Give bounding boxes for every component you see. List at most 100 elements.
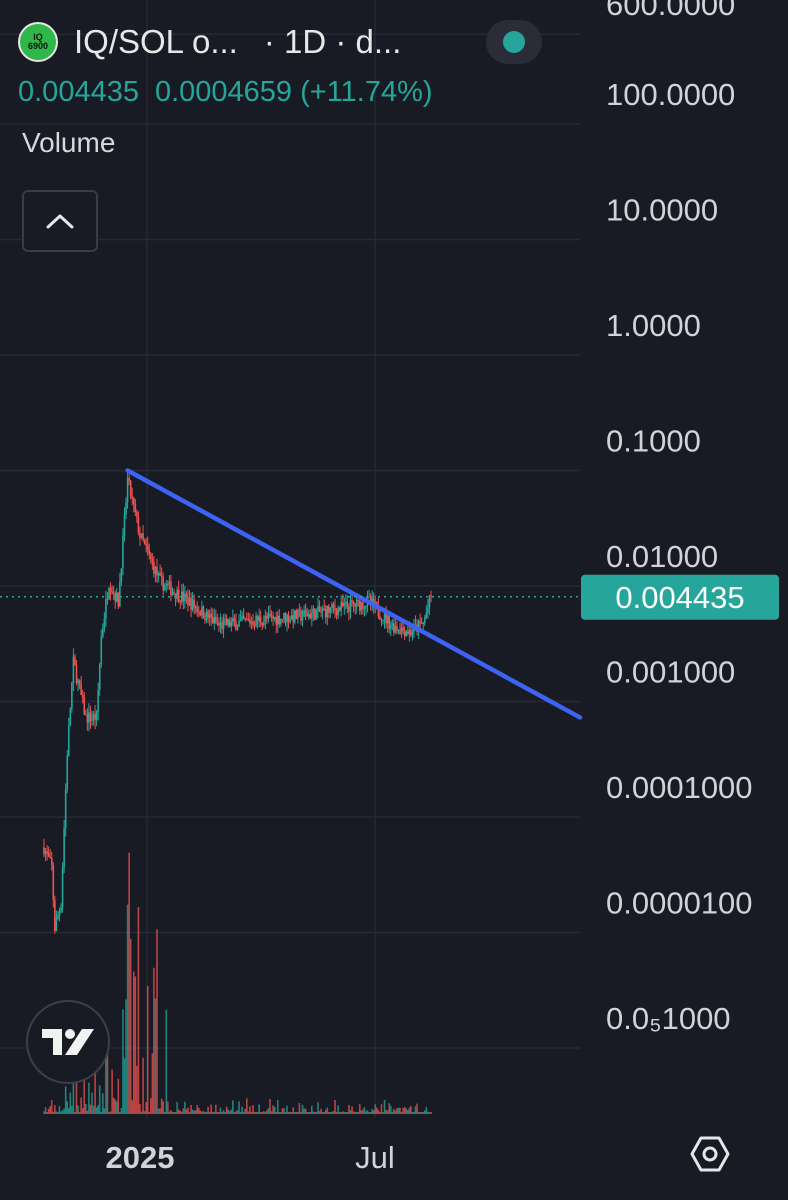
volume-bar bbox=[413, 1111, 415, 1114]
candle-up bbox=[368, 596, 370, 598]
candle-down bbox=[287, 615, 290, 622]
volume-bar bbox=[430, 1112, 432, 1114]
candle-up bbox=[405, 631, 408, 637]
volume-bar bbox=[170, 1110, 172, 1114]
candle-up bbox=[425, 612, 428, 618]
volume-bar bbox=[221, 1112, 223, 1114]
candle-up bbox=[290, 615, 293, 620]
candle-up bbox=[289, 619, 291, 622]
volume-bar bbox=[295, 1112, 298, 1114]
volume-bar bbox=[406, 1110, 409, 1114]
volume-bar bbox=[376, 1107, 378, 1114]
volume-bar bbox=[204, 1112, 206, 1114]
candle-up bbox=[119, 581, 121, 607]
volume-bar bbox=[66, 1101, 69, 1114]
candle-down bbox=[328, 605, 330, 613]
candle-up bbox=[88, 712, 90, 723]
candle-up bbox=[126, 478, 129, 503]
candle-down bbox=[162, 576, 164, 591]
candle-down bbox=[146, 545, 149, 551]
volume-bar bbox=[60, 1111, 62, 1114]
candle-down bbox=[332, 604, 335, 608]
candle-down bbox=[112, 592, 115, 594]
chevron-up-icon bbox=[46, 214, 74, 229]
volume-bar bbox=[280, 1112, 282, 1114]
candle-down bbox=[346, 602, 349, 608]
interval-label[interactable]: · 1D · d... bbox=[263, 23, 402, 60]
candle-down bbox=[253, 625, 256, 627]
candle-down bbox=[388, 615, 391, 629]
volume-bar bbox=[383, 1100, 386, 1114]
volume-bar bbox=[355, 1112, 358, 1114]
candle-down bbox=[43, 847, 45, 855]
volume-bar bbox=[199, 1110, 202, 1114]
volume-bar bbox=[128, 852, 130, 1114]
symbol-pair[interactable]: IQ/SOL o... bbox=[74, 23, 238, 60]
volume-bar bbox=[334, 1099, 336, 1114]
candle-down bbox=[245, 618, 248, 620]
collapse-legend-button[interactable] bbox=[22, 190, 98, 252]
candle-up bbox=[122, 535, 124, 569]
volume-bar bbox=[293, 1112, 296, 1114]
volume-bar bbox=[160, 1098, 163, 1114]
volume-bar bbox=[154, 998, 157, 1114]
candle-down bbox=[198, 611, 200, 613]
volume-bar bbox=[290, 1112, 293, 1114]
volume-bar bbox=[235, 1111, 237, 1114]
candle-down bbox=[309, 614, 312, 619]
volume-bar bbox=[224, 1112, 226, 1114]
candle-up bbox=[355, 599, 358, 607]
volume-indicator-label[interactable]: Volume bbox=[22, 127, 116, 158]
candle-up bbox=[315, 610, 318, 620]
volume-bar bbox=[379, 1112, 381, 1114]
market-status-button[interactable] bbox=[486, 20, 542, 64]
candle-up bbox=[55, 918, 58, 931]
candle-up bbox=[98, 664, 101, 690]
token-logo-text: IQ 6900 bbox=[27, 32, 49, 51]
volume-bar bbox=[91, 1092, 93, 1114]
candle-down bbox=[269, 613, 271, 616]
candle-down bbox=[143, 540, 146, 544]
candle-up bbox=[222, 619, 225, 630]
volume-bar bbox=[132, 971, 135, 1114]
volume-bar bbox=[419, 1112, 421, 1114]
candle-down bbox=[396, 626, 398, 631]
candle-up bbox=[414, 624, 417, 626]
candle-down bbox=[204, 618, 206, 621]
candle-up bbox=[394, 626, 397, 633]
volume-bar bbox=[218, 1112, 220, 1114]
volume-bar bbox=[351, 1106, 353, 1114]
volume-bar bbox=[216, 1112, 219, 1114]
candle-up bbox=[77, 680, 79, 684]
candle-down bbox=[159, 573, 161, 576]
volume-bar bbox=[346, 1112, 349, 1114]
candle-up bbox=[232, 618, 234, 622]
candle-down bbox=[50, 857, 53, 866]
candle-up bbox=[72, 656, 75, 683]
volume-bar bbox=[140, 1111, 143, 1114]
candle-down bbox=[380, 619, 383, 621]
volume-bar bbox=[382, 1112, 384, 1114]
volume-bar bbox=[397, 1107, 400, 1114]
tradingview-logo-icon bbox=[42, 1029, 94, 1055]
candle-down bbox=[218, 623, 220, 626]
volume-bar bbox=[47, 1108, 50, 1114]
candle-up bbox=[84, 714, 87, 716]
volume-bar bbox=[105, 1050, 107, 1114]
candle-down bbox=[170, 581, 172, 596]
candle-down bbox=[111, 591, 113, 593]
volume-bar bbox=[207, 1106, 209, 1114]
candle-down bbox=[334, 607, 336, 611]
volume-bar bbox=[167, 1101, 169, 1114]
candle-up bbox=[312, 608, 315, 613]
candle-up bbox=[258, 616, 260, 621]
tradingview-logo[interactable] bbox=[26, 1000, 110, 1084]
candle-up bbox=[184, 593, 186, 602]
candle-down bbox=[74, 656, 76, 666]
candle-down bbox=[150, 554, 152, 559]
volume-bar bbox=[106, 1050, 109, 1114]
candle-up bbox=[391, 623, 394, 626]
chart-settings-button[interactable] bbox=[688, 1132, 732, 1176]
candle-down bbox=[174, 593, 177, 599]
